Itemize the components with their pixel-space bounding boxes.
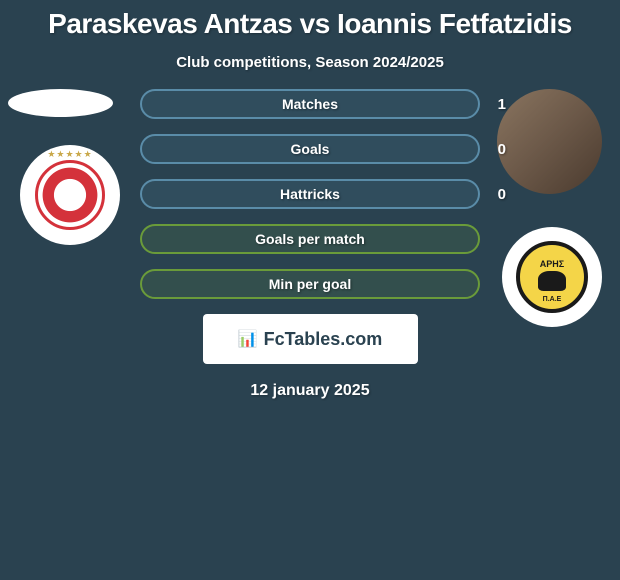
stat-label: Min per goal bbox=[269, 276, 351, 292]
stat-row: Goals per match bbox=[140, 224, 480, 254]
stat-value: 1 bbox=[498, 96, 506, 113]
stat-bar-goals: Goals 0 bbox=[140, 134, 480, 164]
chart-icon: 📊 bbox=[238, 329, 258, 349]
stat-label: Goals per match bbox=[255, 231, 365, 247]
club-left-badge: ★★★★★ bbox=[20, 145, 120, 245]
player-left-avatar bbox=[8, 89, 113, 117]
stat-row: Min per goal bbox=[140, 269, 480, 299]
stat-row: Hattricks 0 bbox=[140, 179, 480, 209]
brand-text: FcTables.com bbox=[264, 329, 383, 350]
badge-figure bbox=[538, 271, 566, 291]
stat-label: Matches bbox=[282, 96, 338, 112]
comparison-panel: ★★★★★ ΑΡΗΣ Π.Α.Ε Matches 1 Goals 0 Hattr… bbox=[0, 89, 620, 400]
badge-text-top: ΑΡΗΣ bbox=[540, 259, 564, 269]
player-right-avatar bbox=[497, 89, 602, 194]
stat-bar-gpm: Goals per match bbox=[140, 224, 480, 254]
brand-badge: 📊 FcTables.com bbox=[203, 314, 418, 364]
stat-bar-hattricks: Hattricks 0 bbox=[140, 179, 480, 209]
badge-text-bottom: Π.Α.Ε bbox=[543, 296, 562, 303]
stat-label: Goals bbox=[291, 141, 330, 157]
stat-row: Matches 1 bbox=[140, 89, 480, 119]
stat-bar-matches: Matches 1 bbox=[140, 89, 480, 119]
stat-value: 0 bbox=[498, 141, 506, 158]
stat-value: 0 bbox=[498, 186, 506, 203]
subtitle: Club competitions, Season 2024/2025 bbox=[0, 54, 620, 71]
club-right-badge: ΑΡΗΣ Π.Α.Ε bbox=[502, 227, 602, 327]
stat-label: Hattricks bbox=[280, 186, 340, 202]
club-stars: ★★★★★ bbox=[47, 149, 92, 160]
aris-badge: ΑΡΗΣ Π.Α.Ε bbox=[516, 241, 588, 313]
stat-bar-mpg: Min per goal bbox=[140, 269, 480, 299]
stats-bars: Matches 1 Goals 0 Hattricks 0 Goals per … bbox=[140, 89, 480, 299]
stat-row: Goals 0 bbox=[140, 134, 480, 164]
page-title: Paraskevas Antzas vs Ioannis Fetfatzidis bbox=[0, 0, 620, 40]
olympiacos-badge: ★★★★★ bbox=[35, 160, 105, 230]
footer-date: 12 january 2025 bbox=[0, 382, 620, 400]
